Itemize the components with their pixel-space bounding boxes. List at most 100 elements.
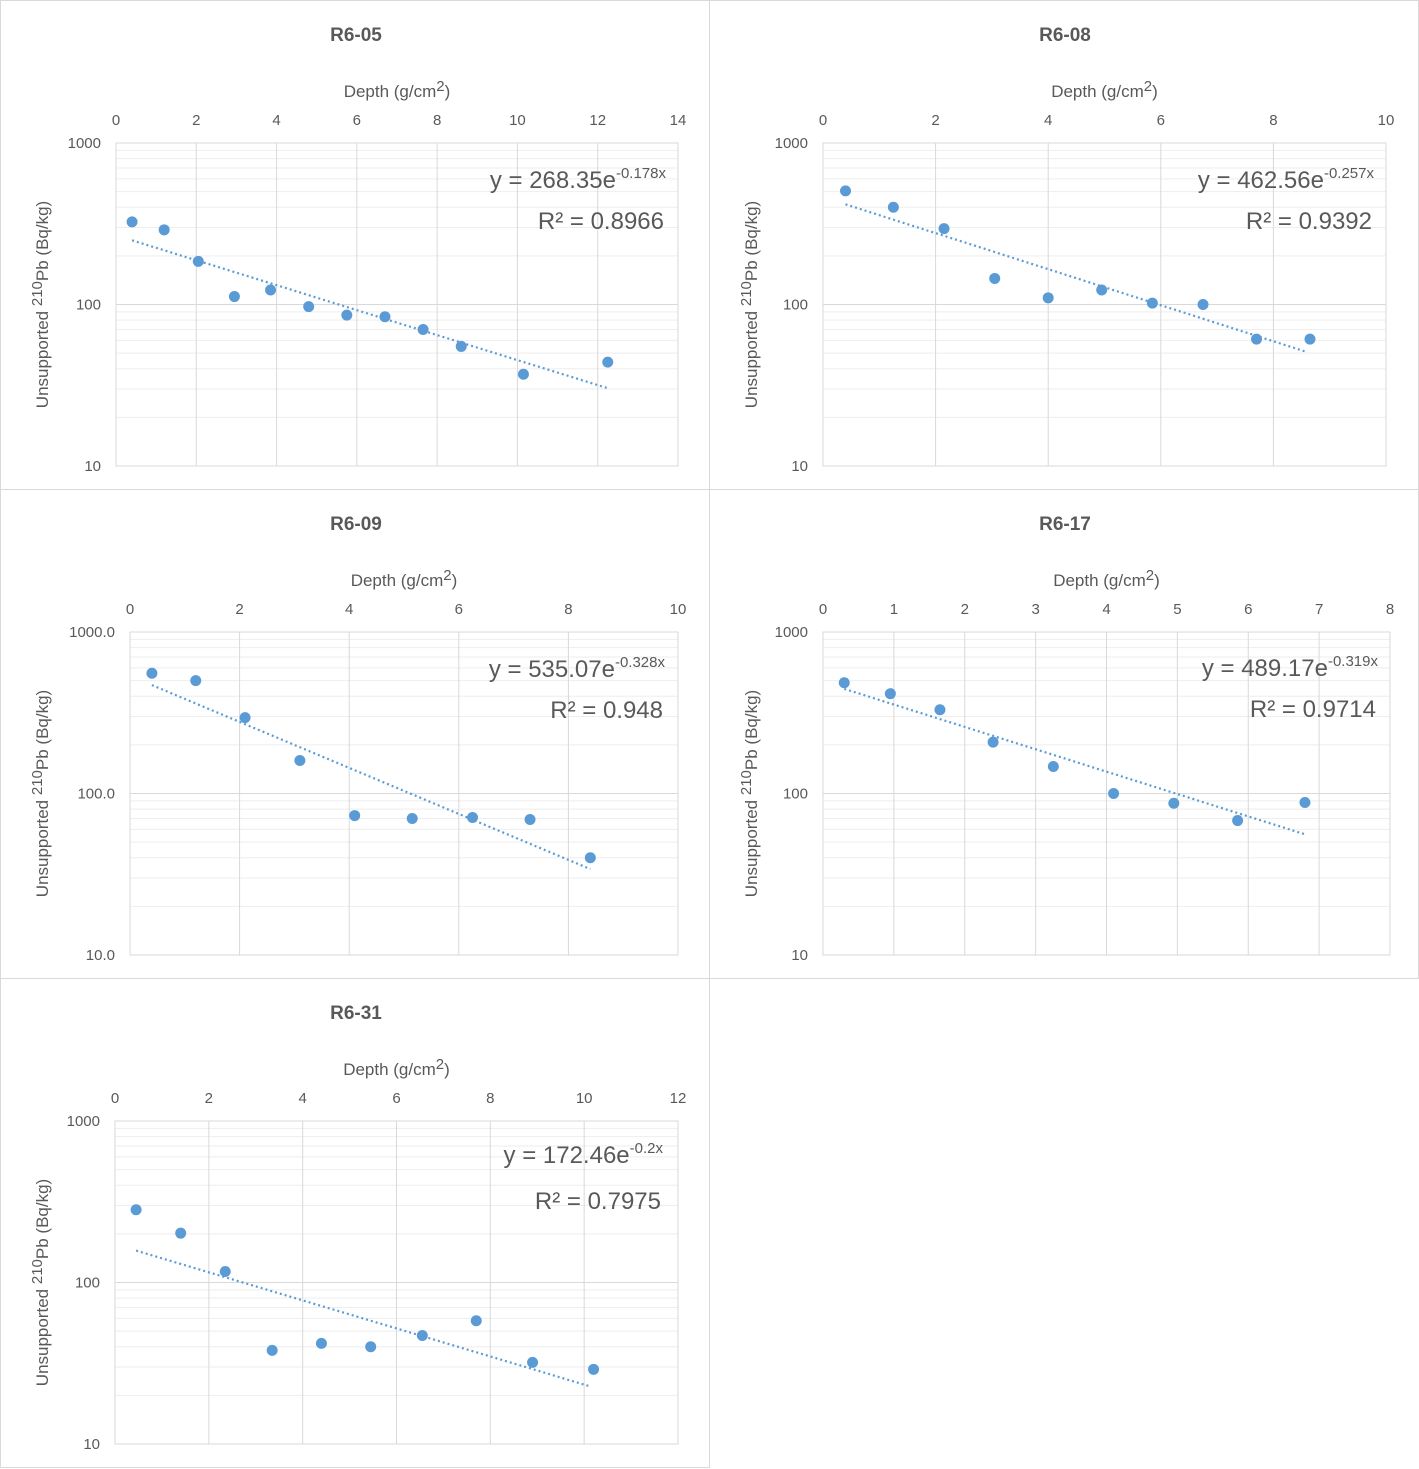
x-axis-title: Depth (g/cm2) (343, 1056, 450, 1079)
data-point (838, 677, 850, 689)
x-tick-label: 6 (1157, 112, 1165, 129)
data-point (146, 667, 158, 679)
data-point (470, 1315, 482, 1327)
trendline-equation: y = 268.35e-0.178x (490, 165, 667, 194)
x-tick-label: 6 (392, 1090, 400, 1107)
x-tick-label: 8 (433, 112, 441, 129)
data-point (1108, 788, 1120, 799)
x-tick-label: 8 (486, 1090, 494, 1107)
data-point (527, 1356, 539, 1368)
x-axis-title: Depth (g/cm2) (351, 567, 458, 590)
x-tick-label: 5 (1173, 601, 1181, 618)
data-point (934, 704, 946, 716)
chart-title: R6-08 (1039, 25, 1091, 46)
x-tick-label: 14 (670, 112, 687, 129)
chart-panel-r6-05: R6-05 Depth (g/cm2) 0 2 4 6 8 10 12 14 1000 100 10 Un… (0, 0, 710, 490)
data-point (989, 272, 1001, 284)
data-point (1251, 333, 1263, 345)
data-point (1168, 797, 1180, 809)
trendline-equation: y = 535.07e-0.328x (489, 654, 666, 683)
r-squared-value: R² = 0.9714 (1250, 696, 1376, 723)
data-point (1304, 333, 1316, 345)
x-tick-label: 1 (890, 601, 898, 618)
plot-area-border (114, 1120, 679, 1445)
data-point (602, 356, 614, 368)
exponential-trendline (135, 1249, 592, 1388)
data-point (219, 1265, 231, 1277)
chart-title: R6-09 (330, 514, 382, 535)
x-tick-label: 10 (576, 1090, 593, 1107)
x-tick-label: 0 (126, 601, 134, 618)
r-squared-value: R² = 0.9392 (1246, 208, 1372, 235)
data-point (887, 201, 899, 213)
y-tick-label: 10 (83, 1436, 100, 1453)
chart-panel-r6-17: R6-17 Depth (g/cm2) 0 1 2 3 4 5 6 7 8 1000 100 10 Unsu… (709, 489, 1419, 979)
data-point (417, 324, 429, 336)
x-tick-label: 4 (345, 601, 353, 618)
data-point (315, 1337, 327, 1349)
data-point (1197, 299, 1209, 310)
trendline-equation: y = 489.17e-0.319x (1202, 653, 1379, 682)
data-point (158, 224, 170, 236)
chart-1-svg: R6-05 Depth (g/cm2) 0 2 4 6 8 10 12 14 1000 100 10 Un… (29, 25, 687, 475)
y-tick-label: 100 (783, 297, 808, 314)
x-tick-label: 6 (353, 112, 361, 129)
y-axis-title: Unsupported 210Pb (Bq/kg) (738, 201, 761, 408)
data-point (228, 291, 240, 303)
chart-panel-r6-08: R6-08 Depth (g/cm2) 0 2 4 6 8 10 1000 100 10 Unsupp… (709, 0, 1419, 490)
x-tick-label: 2 (192, 112, 200, 129)
chart-panel-r6-09: R6-09 Depth (g/cm2) 0 2 4 6 8 10 1000.0 100.0 10.0… (0, 489, 710, 979)
y-tick-label: 10 (791, 458, 808, 475)
r-squared-value: R² = 0.7975 (535, 1188, 661, 1215)
x-tick-label: 7 (1315, 601, 1323, 618)
data-point (365, 1341, 377, 1353)
data-point (265, 284, 277, 296)
x-tick-label: 4 (1044, 112, 1052, 129)
data-point (1146, 297, 1158, 309)
chart-title: R6-31 (330, 1003, 382, 1024)
x-tick-label: 6 (455, 601, 463, 618)
data-point (524, 814, 536, 826)
data-point (1047, 760, 1059, 772)
data-point (126, 216, 138, 228)
y-tick-label: 10.0 (86, 947, 115, 964)
plot-area-border (822, 631, 1391, 956)
x-tick-label: 0 (819, 601, 827, 618)
data-point (840, 185, 852, 197)
data-point (379, 311, 391, 323)
chart-title: R6-17 (1039, 514, 1091, 535)
data-point (938, 223, 950, 235)
y-tick-label: 1000.0 (69, 624, 115, 641)
r-squared-value: R² = 0.8966 (538, 208, 664, 235)
r-squared-value: R² = 0.948 (550, 697, 663, 724)
plot-area-border (822, 142, 1387, 467)
chart-panel-r6-31: R6-31 Depth (g/cm2) 0 2 4 6 8 10 12 1000 100 10 Unsu… (0, 978, 710, 1468)
data-point (517, 368, 529, 380)
data-point (455, 340, 467, 352)
x-axis-title: Depth (g/cm2) (344, 78, 451, 101)
data-point (303, 301, 315, 313)
data-point (1096, 284, 1108, 296)
chart-title: R6-05 (330, 25, 382, 46)
y-axis-title: Unsupported 210Pb (Bq/kg) (29, 1179, 52, 1386)
x-axis-title: Depth (g/cm2) (1051, 78, 1158, 101)
x-tick-label: 0 (819, 112, 827, 129)
x-tick-label: 2 (235, 601, 243, 618)
data-point (239, 712, 251, 724)
x-tick-label: 10 (670, 601, 687, 618)
x-tick-label: 2 (205, 1090, 213, 1107)
x-tick-label: 12 (589, 112, 606, 129)
data-point (884, 688, 896, 700)
x-tick-label: 2 (931, 112, 939, 129)
y-tick-label: 1000 (775, 135, 808, 152)
chart-3-svg: R6-09 Depth (g/cm2) 0 2 4 6 8 10 1000.0 100.0 10.0… (29, 514, 687, 964)
chart-2-svg: R6-08 Depth (g/cm2) 0 2 4 6 8 10 1000 100 10 Unsupp… (738, 25, 1395, 475)
x-tick-label: 6 (1244, 601, 1252, 618)
x-tick-label: 10 (1378, 112, 1395, 129)
data-point (192, 255, 204, 267)
x-axis-title: Depth (g/cm2) (1053, 567, 1160, 590)
x-tick-label: 8 (1269, 112, 1277, 129)
chart-4-svg: R6-17 Depth (g/cm2) 0 1 2 3 4 5 6 7 8 1000 100 10 Unsu… (738, 514, 1394, 964)
x-tick-label: 8 (564, 601, 572, 618)
y-axis-title: Unsupported 210Pb (Bq/kg) (29, 690, 52, 897)
